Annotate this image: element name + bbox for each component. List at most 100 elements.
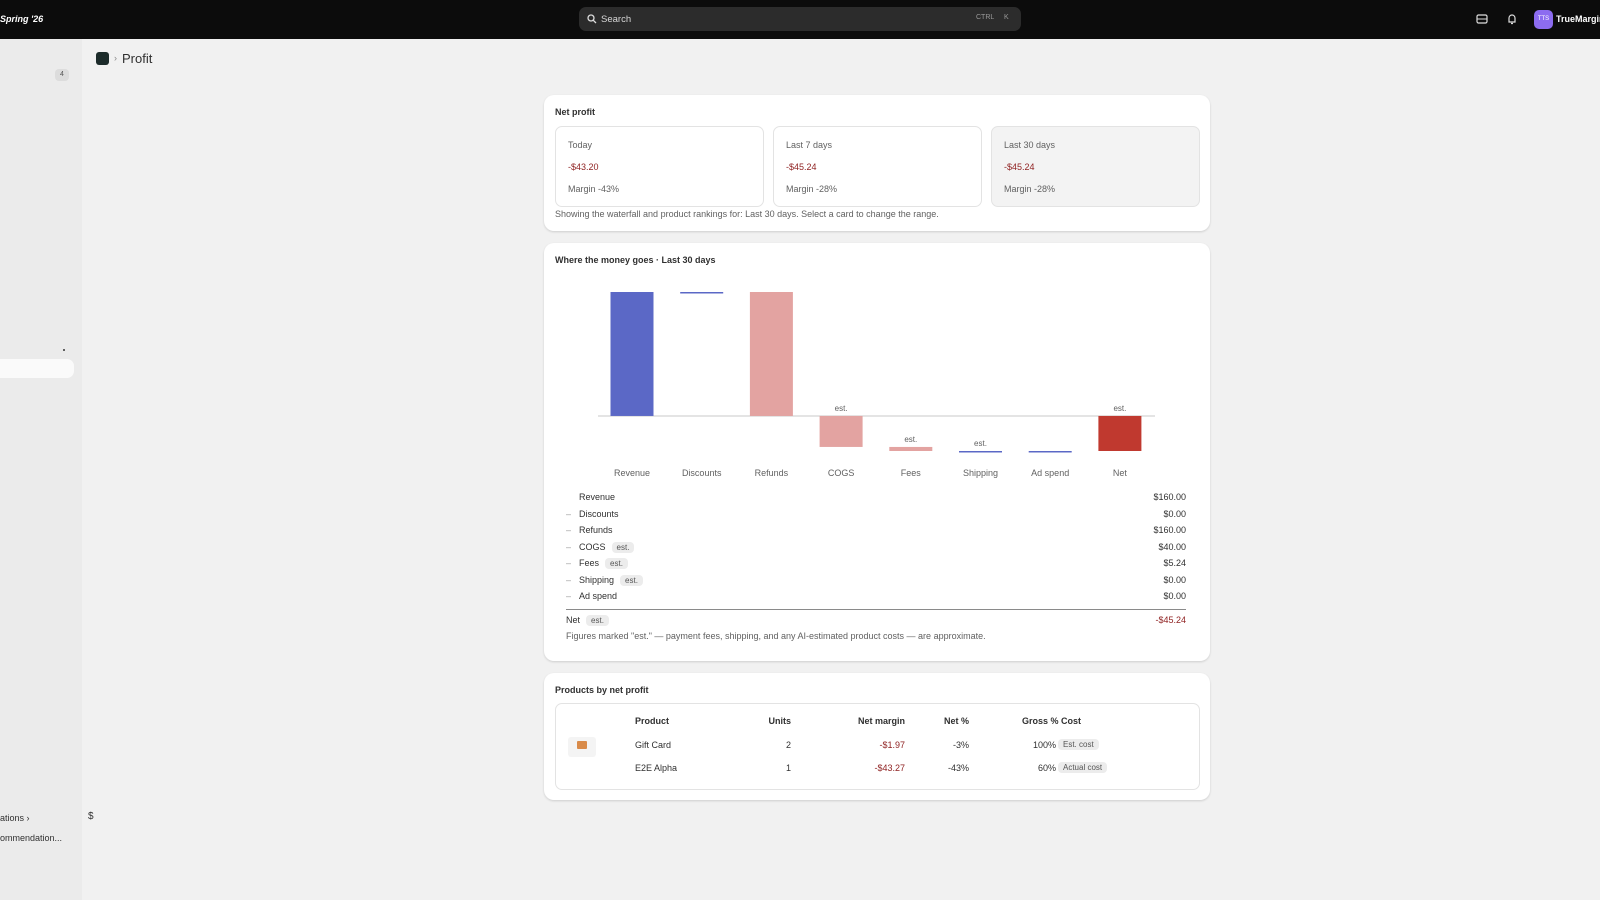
nav-dot <box>63 349 65 351</box>
breakdown-row: – Discounts $0.00 <box>566 509 1186 525</box>
row-label-wrap: Refunds <box>579 525 613 535</box>
row-label-wrap: COGS est. <box>579 541 635 553</box>
row-amount: $40.00 <box>1158 541 1186 552</box>
range-card[interactable]: Last 7 days -$45.24 Margin -28% <box>773 126 982 207</box>
range-note: Showing the waterfall and product rankin… <box>555 209 939 219</box>
waterfall-bar <box>889 446 933 451</box>
net-amount: -$45.24 <box>1155 615 1186 625</box>
inbox-icon[interactable] <box>1476 13 1488 25</box>
waterfall-bar <box>749 292 793 416</box>
units: 2 <box>785 740 791 750</box>
breakdown-row: – Fees est. $5.24 <box>566 558 1186 574</box>
est-badge: est. <box>611 541 635 553</box>
net-margin: -$1.97 <box>879 740 905 750</box>
range-card[interactable]: Last 30 days -$45.24 Margin -28% <box>991 126 1200 207</box>
row-amount: $160.00 <box>1153 492 1186 502</box>
nav-item[interactable]: ommendation... <box>0 833 63 843</box>
range-value: -$43.20 <box>568 162 599 172</box>
gross-pct: 60% <box>1037 763 1056 773</box>
range-label: Last 30 days <box>1004 140 1056 150</box>
chart-title: Where the money goes · Last 30 days <box>555 255 716 265</box>
bar-annotation: est. <box>904 435 917 444</box>
nav-badge: 4 <box>55 69 69 81</box>
net-pct: -3% <box>952 740 969 750</box>
row-label: Net <box>566 615 581 625</box>
avatar[interactable]: TTS <box>1534 10 1553 29</box>
row-amount: $5.24 <box>1163 558 1186 568</box>
breakdown-list: Revenue $160.00– Discounts $0.00– Refunds $16… <box>544 492 1210 652</box>
net-profit-card: Net profit Today -$43.20 Margin -43% Las… <box>544 95 1210 231</box>
row-label-wrap: Net est. <box>566 615 609 626</box>
x-tick-label: Refunds <box>755 468 789 478</box>
search-placeholder: Search <box>601 14 632 25</box>
row-amount: $0.00 <box>1163 591 1186 601</box>
row-label: Ad spend <box>579 591 618 601</box>
products-card: Products by net profit Product Units Net m… <box>544 673 1210 800</box>
x-tick-label: Shipping <box>963 468 998 478</box>
range-margin: Margin -28% <box>786 184 838 194</box>
waterfall-bar <box>610 292 654 416</box>
breakdown-row: – Shipping est. $0.00 <box>566 574 1186 591</box>
row-label-wrap: Revenue <box>579 492 615 502</box>
search-icon <box>587 14 597 24</box>
bar-annotation: est. <box>974 439 987 448</box>
row-amount: $0.00 <box>1163 574 1186 585</box>
est-badge: est. <box>586 615 609 626</box>
column-header: Net % <box>943 716 969 726</box>
x-tick-label: Fees <box>901 468 922 478</box>
row-label: COGS <box>579 541 606 552</box>
waterfall-card: Where the money goes · Last 30 days Reve… <box>544 243 1210 661</box>
app-icon[interactable] <box>96 52 109 65</box>
waterfall-bar <box>959 451 1002 453</box>
products-table: Product Units Net margin Net % Gross % Cost G… <box>555 703 1200 790</box>
bar-annotation: est. <box>835 404 848 413</box>
row-label: Fees <box>579 558 600 568</box>
range-value: -$45.24 <box>786 162 817 172</box>
card-title: Products by net profit <box>555 685 649 695</box>
row-sign: – <box>566 591 572 601</box>
sidebar: 4 ations › ommendation... <box>0 39 82 900</box>
brand[interactable]: Spring '26 <box>0 14 44 24</box>
waterfall-bar <box>1098 415 1142 451</box>
store-name[interactable]: TrueMargin <box>1556 14 1600 24</box>
row-sign: – <box>566 541 572 552</box>
x-tick-label: Net <box>1113 468 1128 478</box>
range-margin: Margin -43% <box>568 184 620 194</box>
waterfall-chart: Revenue Discounts Refunds COGS Fees Shipping A… <box>598 292 1155 478</box>
row-label: Revenue <box>579 492 616 502</box>
row-label: Refunds <box>579 525 613 535</box>
column-header: Units <box>768 716 792 726</box>
row-amount: $0.00 <box>1163 508 1186 519</box>
gross-pct: 100% <box>1032 740 1056 750</box>
row-label-wrap: Fees est. <box>579 558 628 569</box>
range-card[interactable]: Today -$43.20 Margin -43% <box>555 126 764 207</box>
breakdown-row: – Ad spend $0.00 <box>566 591 1186 607</box>
breakdown-row: – Refunds $160.00 <box>566 525 1186 541</box>
x-tick-label: Revenue <box>614 468 650 478</box>
waterfall-bar <box>819 415 863 447</box>
range-value: -$45.24 <box>1004 162 1035 172</box>
currency-symbol: $ <box>88 811 94 822</box>
page-title: Profit <box>122 51 153 66</box>
product-image <box>568 737 596 757</box>
search-box[interactable]: Search CTRL K <box>579 7 1021 31</box>
net-margin: -$43.27 <box>874 763 905 773</box>
row-amount: $160.00 <box>1153 525 1186 535</box>
row-sign: – <box>566 508 572 519</box>
footnote: Figures marked "est." — payment fees, sh… <box>566 631 986 641</box>
product-name: E2E Alpha <box>635 763 678 773</box>
row-label: Discounts <box>579 508 619 519</box>
net-pct: -43% <box>947 763 969 773</box>
units: 1 <box>785 763 791 773</box>
nav-item[interactable]: ations › <box>0 813 30 823</box>
nav-item-label: ations <box>0 813 25 823</box>
product-name: Gift Card <box>635 740 672 750</box>
nav-item-selected[interactable] <box>0 359 74 378</box>
card-title: Net profit <box>555 107 595 117</box>
bell-icon[interactable] <box>1506 13 1518 25</box>
column-header: Gross % Cost <box>1022 716 1082 726</box>
column-header: Product <box>635 716 670 726</box>
breakdown-row: Revenue $160.00 <box>566 492 1186 508</box>
x-tick-label: Ad spend <box>1031 468 1069 478</box>
